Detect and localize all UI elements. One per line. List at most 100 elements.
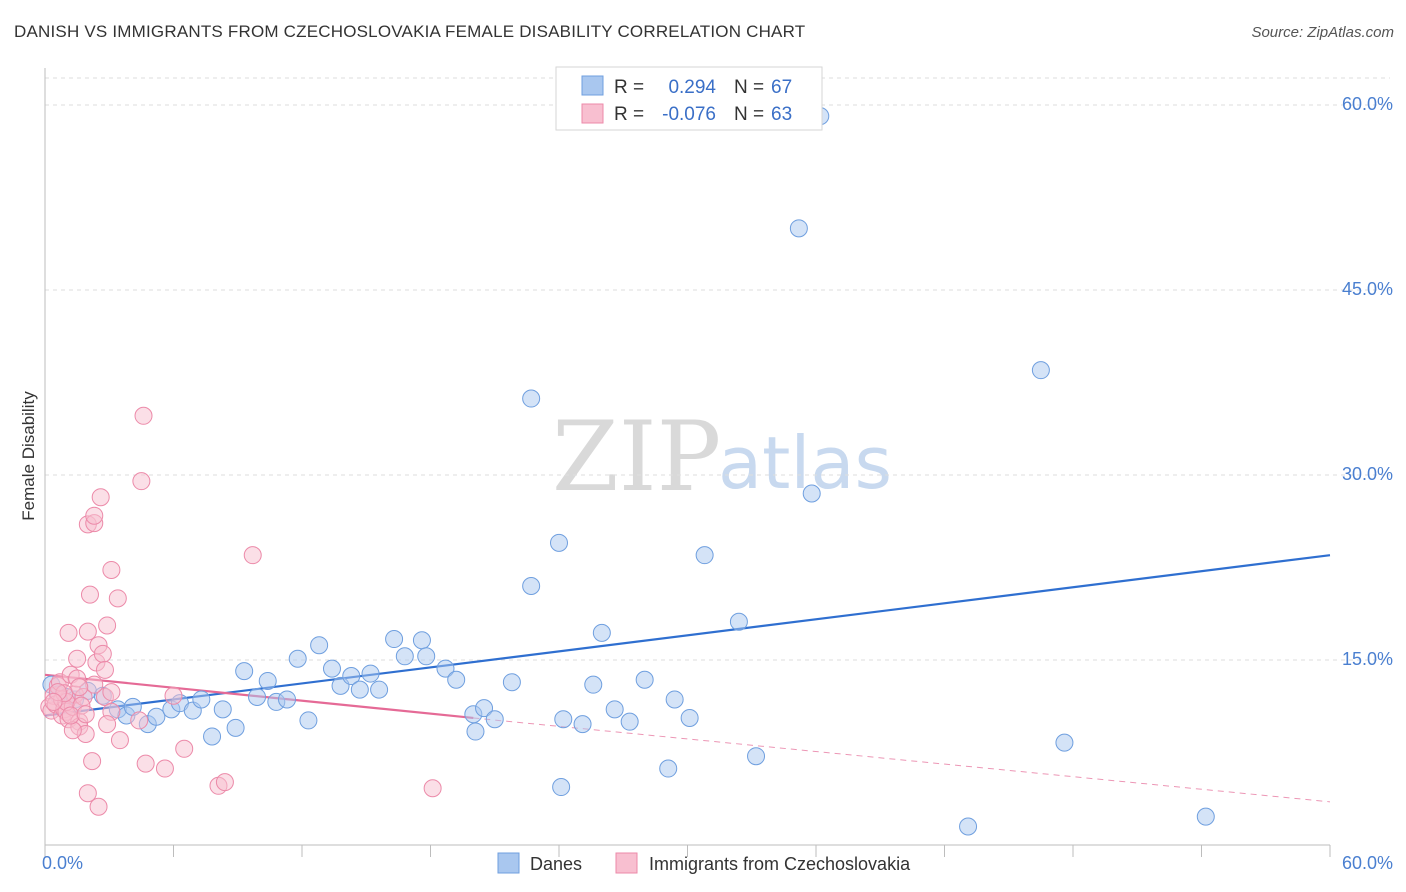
czechoslovakia-point-36 [102,683,121,702]
czechoslovakia-point-29 [89,797,108,816]
czechoslovakia-point-62 [70,678,89,697]
x-tick-label-min: 0.0% [42,853,83,873]
danes-point-17 [226,718,245,737]
czechoslovakia-point-49 [243,546,262,565]
legend-r-value-danes: 0.294 [668,77,716,98]
czechoslovakia-point-43 [136,754,155,773]
czechoslovakia-point-34 [95,660,114,679]
czechoslovakia-point-42 [134,406,153,425]
danes-point-59 [747,747,766,766]
czechoslovakia-point-45 [164,686,183,705]
czechoslovakia-point-50 [423,779,442,798]
danes-point-63 [959,817,978,836]
chart-title: DANISH VS IMMIGRANTS FROM CZECHOSLOVAKIA… [14,22,806,41]
danes-point-34 [412,631,431,650]
czechoslovakia-point-48 [215,773,234,792]
danes-point-47 [554,710,573,729]
x-tick-label-max: 60.0% [1342,853,1393,873]
danes-point-25 [310,636,329,655]
danes-point-58 [729,612,748,631]
danes-point-66 [1196,807,1215,826]
czechoslovakia-point-40 [110,731,129,750]
bottom-legend-swatch-czechoslovakia [615,852,638,874]
danes-point-48 [573,715,592,734]
danes-point-56 [680,708,699,727]
danes-point-26 [322,659,341,678]
danes-point-31 [370,680,389,699]
danes-point-24 [299,711,318,730]
danes-point-43 [522,389,541,408]
correlation-legend: R = 0.294 N = 67 R = -0.076 N = 63 [555,66,823,131]
czechoslovakia-point-31 [91,488,110,507]
czechoslovakia-point-24 [80,585,99,604]
legend-swatch-czechoslovakia [581,103,604,124]
trend-line-0 [44,554,1331,717]
danes-point-16 [213,700,232,719]
czechoslovakia-point-38 [102,560,121,579]
legend-n-label-danes: N = [734,77,764,98]
legend-n-value-czechoslovakia: 63 [771,104,792,125]
czechoslovakia-point-56 [130,711,149,730]
y-tick-labels: 15.0% 30.0% 45.0% 60.0% [1342,94,1393,669]
watermark-zip: ZIP [552,401,721,513]
danes-point-20 [258,671,277,690]
trend-line-extension-1 [473,717,1331,803]
czechoslovakia-point-61 [44,692,63,711]
danes-point-60 [789,219,808,238]
bottom-legend-swatch-danes [497,852,520,874]
czechoslovakia-point-35 [98,616,117,635]
danes-point-36 [436,659,455,678]
danes-point-42 [502,673,521,692]
danes-point-50 [592,623,611,642]
czechoslovakia-point-13 [59,623,78,642]
czechoslovakia-point-41 [132,472,151,491]
danes-point-32 [385,630,404,649]
danes-point-40 [475,699,494,718]
danes-point-30 [361,664,380,683]
czechoslovakia-point-54 [63,721,82,740]
x-ticks [44,845,1331,857]
danes-point-22 [278,690,297,709]
czechoslovakia-point-59 [85,675,104,694]
danes-point-10 [147,707,166,726]
czechoslovakia-point-57 [61,706,80,725]
danes-point-53 [635,670,654,689]
legend-swatch-danes [581,75,604,96]
danes-point-33 [395,647,414,666]
series-legend: Danes Immigrants from Czechoslovakia [497,852,911,874]
danes-point-44 [522,577,541,595]
trend-lines [44,554,1331,803]
y-tick-label-60: 60.0% [1342,94,1393,114]
danes-point-14 [192,690,211,709]
czechoslovakia-point-16 [68,649,87,668]
legend-n-label-czechoslovakia: N = [734,104,764,125]
danes-point-51 [605,700,624,719]
danes-point-65 [1055,733,1074,752]
danes-point-19 [248,688,267,706]
czechoslovakia-point-22 [78,784,97,803]
legend-n-value-danes: 67 [771,77,792,98]
danes-point-15 [203,727,222,746]
y-tick-label-45: 45.0% [1342,279,1393,299]
danes-point-55 [665,690,684,709]
czechoslovakia-point-60 [76,705,95,724]
danes-point-54 [659,759,678,778]
legend-r-label-danes: R = [614,77,644,98]
danes-point-28 [342,667,361,686]
czechoslovakia-point-46 [175,739,194,758]
czechoslovakia-point-23 [78,622,97,641]
bottom-legend-label-danes: Danes [530,854,582,874]
y-tick-label-15: 15.0% [1342,649,1393,669]
y-tick-label-30: 30.0% [1342,464,1393,484]
legend-r-label-czechoslovakia: R = [614,104,644,125]
danes-point-29 [350,680,369,699]
y-axis-label: Female Disability [19,391,38,521]
danes-point-41 [485,710,504,729]
czechoslovakia-point-39 [108,589,127,608]
danes-point-52 [620,712,639,731]
danes-point-18 [235,662,254,681]
danes-point-64 [1031,361,1050,380]
danes-point-39 [466,722,485,741]
danes-point-45 [550,533,568,552]
